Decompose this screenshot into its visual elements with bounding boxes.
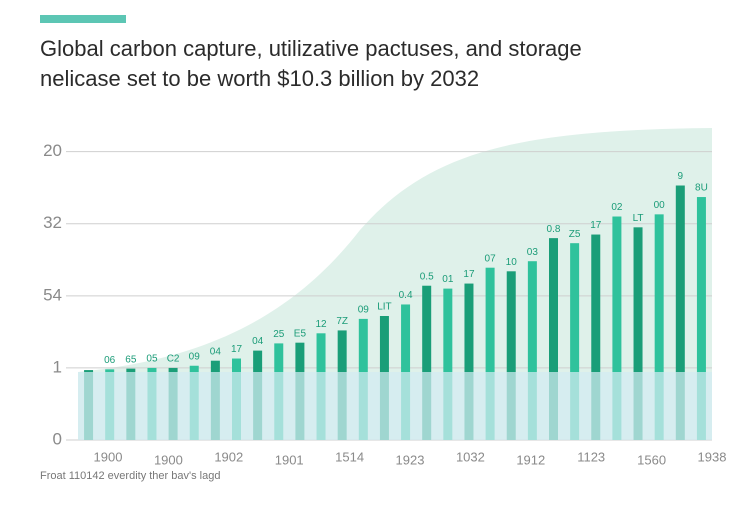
bar-annotation: 10 [506,257,518,268]
bar [506,271,516,440]
bar-annotation: 00 [654,200,666,211]
bar [549,238,558,440]
x-tick-label: 1123 [577,449,605,464]
bar-annotation: 09 [189,351,201,362]
y-tick-label: 54 [43,285,62,304]
bar-annotation: 03 [527,247,539,258]
chart-title: Global carbon capture, utilizative pactu… [40,36,582,61]
y-tick-label: 0 [53,429,62,448]
bar [654,214,664,440]
y-tick-label: 32 [43,213,62,232]
bar [612,216,622,440]
bar-annotation: 04 [210,346,222,357]
bar-annotation: 25 [273,329,285,340]
bar-annotation: C2 [167,354,180,365]
bar [464,283,474,440]
y-tick-label: 1 [53,357,62,376]
bar-annotation: 0.8 [547,224,561,235]
x-tick-label: 1900 [94,449,123,464]
bar [527,261,537,440]
bar-annotation: 06 [104,355,116,366]
bar-annotation: E5 [294,328,307,339]
y-tick-label: 20 [43,141,62,160]
x-tick-label: 1902 [214,449,243,464]
bar [422,285,432,440]
bar-annotation: 65 [125,354,137,365]
x-tick-label: 1901 [275,452,304,467]
bar-annotation: 8U [695,183,708,194]
bar-annotation: 02 [611,202,623,213]
bar [443,288,453,440]
x-tick-label: 1900 [154,452,183,467]
bar-annotation: 01 [442,274,454,285]
bar-annotation: 12 [315,319,327,330]
bar [696,197,706,440]
x-tick-label: 1560 [637,452,666,467]
footnote: Froat 110142 everdity ther bav's lagd [40,470,220,482]
bar-annotation: 09 [358,305,370,316]
bar [675,185,685,440]
bar-annotation: 04 [252,336,264,347]
x-tick-label: 1514 [335,449,364,464]
bar-annotation: 07 [485,253,497,264]
bar [633,227,643,440]
bar-annotation: 05 [146,354,158,365]
x-tick-label: 1938 [698,449,727,464]
accent-bar [40,15,126,23]
bar-annotation: 0.4 [399,290,413,301]
bar [591,234,601,440]
lower-band [78,372,712,440]
bar-annotation: 17 [231,344,243,355]
x-tick-label: 1032 [456,449,485,464]
chart-subtitle: nelicase set to be worth $10.3 billion b… [40,66,479,91]
bar [485,267,495,440]
bar-annotation: 17 [463,269,475,280]
bar [570,243,580,440]
bar-annotation: LT [633,213,644,224]
bar-annotation: 0.5 [420,271,434,282]
bar-annotation: Z5 [569,229,581,240]
bar-annotation: 7Z [336,316,348,327]
bar-annotation: 9 [678,171,684,182]
bar-annotation: 17 [590,220,602,231]
bar-annotation: LIT [377,302,391,313]
x-tick-label: 1923 [396,452,425,467]
x-tick-label: 1912 [516,452,545,467]
